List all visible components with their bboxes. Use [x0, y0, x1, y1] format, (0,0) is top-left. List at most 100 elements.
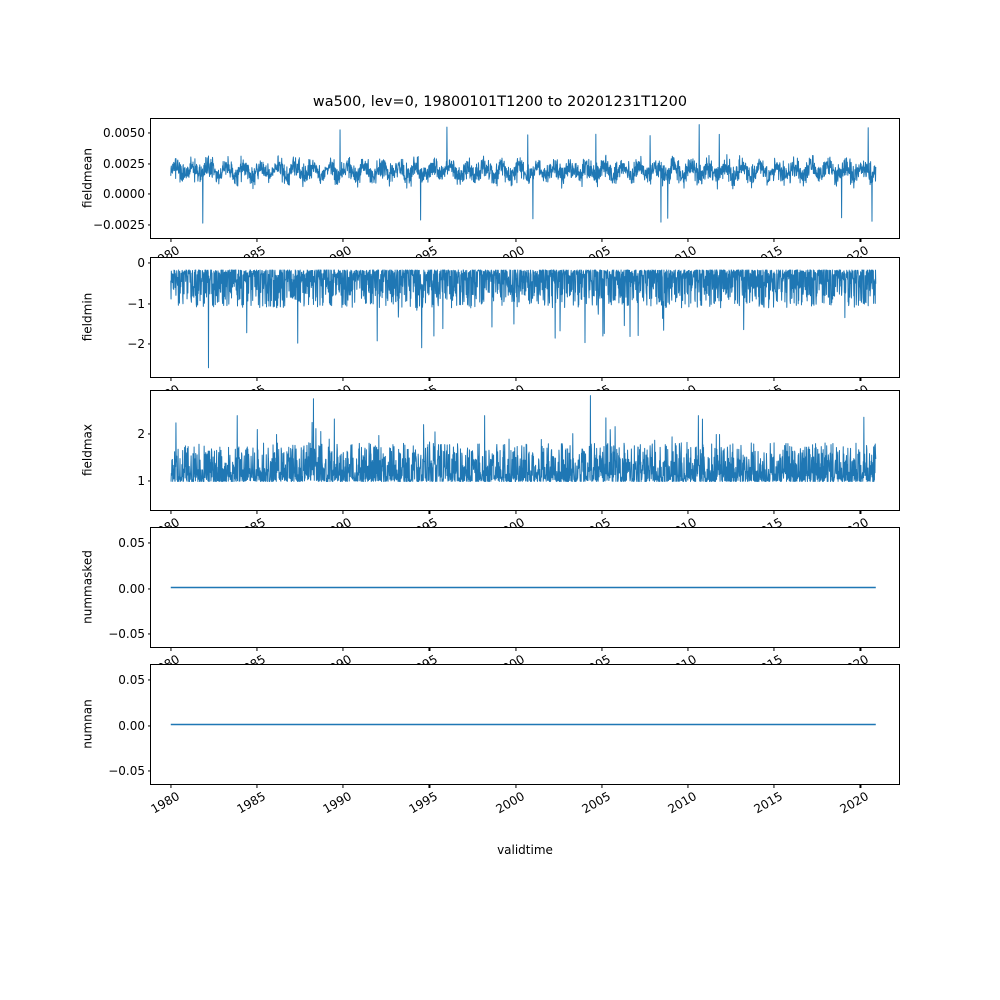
plot-area-numnan	[151, 665, 899, 784]
x-tick-mark	[687, 510, 689, 514]
y-axis-label-nummasked: nummasked	[80, 549, 94, 624]
x-tick-mark	[687, 647, 689, 651]
y-tick-mark	[147, 679, 151, 681]
x-tick-mark	[342, 510, 344, 514]
x-tick-mark	[170, 510, 172, 514]
x-tick-label: 2000	[493, 789, 527, 817]
x-tick-label: 1985	[234, 789, 269, 817]
x-tick-mark	[256, 647, 258, 651]
y-tick-mark	[147, 542, 151, 544]
plot-area-fieldmax	[151, 391, 899, 510]
x-tick-mark	[687, 377, 689, 381]
y-tick-label: 0.05	[118, 672, 145, 687]
page-title: wa500, lev=0, 19800101T1200 to 20201231T…	[312, 94, 688, 110]
y-tick-mark	[147, 224, 151, 226]
y-tick-mark	[147, 193, 151, 195]
subplot-numnan: numnan 0.05 0.00 −0.05 1980 1985 1990 1995 2000 2…	[80, 664, 900, 816]
x-tick-mark	[773, 510, 775, 514]
x-tick-mark	[601, 510, 603, 514]
x-tick-mark	[170, 784, 172, 788]
x-tick-mark	[773, 377, 775, 381]
x-tick-mark	[428, 647, 430, 651]
x-tick-label: 2020	[838, 789, 872, 817]
y-tick-label: 0	[137, 255, 145, 270]
series-line-fieldmin	[151, 258, 899, 377]
x-tick-label: 1990	[320, 789, 355, 817]
x-tick-mark	[601, 647, 603, 651]
x-tick-mark	[773, 238, 775, 242]
y-tick-label: 0.00	[118, 581, 145, 596]
x-tick-mark	[515, 377, 517, 381]
x-tick-mark	[428, 510, 430, 514]
x-tick-mark	[515, 238, 517, 242]
x-axis-label: validtime	[497, 843, 553, 857]
y-tick-label: −0.0025	[92, 217, 145, 232]
y-tick-label: −2	[127, 337, 145, 352]
x-tick-mark	[859, 238, 862, 242]
y-tick-mark	[147, 343, 151, 345]
y-tick-label: 2	[137, 426, 145, 441]
plot-area-nummasked	[151, 528, 899, 647]
y-tick-label: −1	[127, 296, 145, 311]
y-tick-label: −0.05	[108, 627, 145, 642]
x-tick-mark	[342, 238, 344, 242]
y-axis-label-fieldmin: fieldmin	[80, 292, 94, 341]
x-tick-mark	[601, 377, 603, 381]
y-tick-mark	[147, 303, 151, 305]
y-tick-mark	[147, 433, 151, 435]
x-tick-mark	[428, 784, 430, 788]
subplot-fieldmean: fieldmean0.00500.00250.0000−0.0025198019…	[80, 118, 900, 270]
x-tick-mark	[342, 647, 344, 651]
x-tick-mark	[256, 377, 258, 381]
x-tick-mark	[342, 784, 344, 788]
subplot-fieldmin: fieldmin0−1−2198019851990199520002005201…	[80, 256, 900, 409]
subplot-fieldmax: fieldmax21198019851990199520002005201020…	[80, 390, 900, 542]
y-tick-label: 0.0000	[103, 187, 145, 202]
y-tick-mark	[147, 262, 151, 264]
x-tick-label: 1995	[406, 789, 441, 817]
y-tick-mark	[147, 724, 151, 727]
x-tick-mark	[342, 377, 344, 381]
x-tick-mark	[170, 238, 172, 242]
y-tick-mark	[147, 480, 151, 482]
x-tick-mark	[428, 238, 430, 242]
x-tick-mark	[601, 784, 603, 788]
y-axis-label-numnan: numnan	[80, 698, 94, 749]
series-line-fieldmean	[151, 119, 899, 238]
x-tick-mark	[859, 510, 862, 514]
series-line-nummasked	[151, 528, 899, 647]
y-tick-label: 0.00	[118, 718, 145, 733]
x-tick-mark	[170, 377, 172, 381]
y-tick-mark	[147, 163, 151, 165]
x-tick-mark	[773, 647, 775, 651]
x-tick-mark	[859, 784, 862, 788]
x-tick-mark	[170, 647, 172, 651]
x-tick-mark	[256, 784, 258, 788]
x-tick-mark	[601, 238, 603, 242]
x-tick-mark	[256, 238, 258, 242]
y-axis-label-fieldmax: fieldmax	[80, 423, 94, 476]
x-tick-mark	[687, 238, 689, 242]
y-tick-mark	[147, 132, 151, 134]
x-tick-label: 2010	[665, 789, 700, 817]
x-tick-mark	[515, 510, 517, 514]
y-axis-label-fieldmean: fieldmean	[80, 147, 94, 208]
x-tick-mark	[256, 510, 258, 514]
y-tick-label: 1	[137, 473, 145, 488]
y-tick-label: 0.0050	[103, 126, 145, 141]
x-tick-mark	[428, 377, 430, 381]
plot-area-fieldmean	[151, 119, 899, 238]
x-tick-mark	[515, 647, 517, 651]
x-tick-label: 1980	[148, 789, 182, 817]
y-tick-label: 0.0025	[103, 156, 145, 171]
x-tick-mark	[515, 784, 517, 788]
x-tick-label: 2015	[751, 789, 786, 817]
subplot-nummasked: nummasked0.050.00−0.05198019851990199520…	[80, 527, 900, 679]
x-tick-label: 2005	[579, 789, 613, 817]
y-tick-mark	[147, 770, 151, 772]
y-tick-mark	[147, 587, 151, 590]
y-tick-label: −0.05	[108, 764, 145, 779]
y-tick-mark	[147, 633, 151, 635]
x-tick-mark	[859, 377, 862, 381]
